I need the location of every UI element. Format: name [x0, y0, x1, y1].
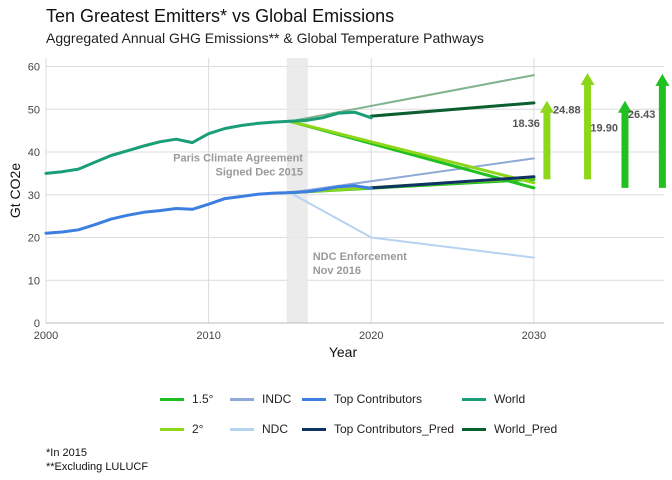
footnote-2015: *In 2015 [46, 447, 87, 459]
legend-swatch [302, 397, 326, 401]
annotation-1-line-1: Nov 2016 [313, 265, 361, 277]
legend-item-top_pred: Top Contributors_Pred [302, 422, 462, 436]
y-tick-label: 20 [28, 233, 40, 245]
legend-label: NDC [262, 422, 288, 436]
x-tick-label: 2030 [522, 330, 546, 342]
line-world [44, 110, 373, 175]
legend-item-world_pred: World_Pred [462, 422, 582, 436]
line-top_pred [369, 175, 536, 190]
footnote-lulucf: **Excluding LULUCF [46, 461, 149, 473]
y-tick-label: 60 [28, 62, 40, 74]
gap-arrow-label: 18.36 [512, 118, 540, 130]
annotation-0-line-0: Paris Climate Agreement [173, 152, 303, 164]
legend-swatch [462, 397, 486, 401]
legend-item-ndc: NDC [230, 422, 302, 436]
gap-arrow-head [539, 100, 554, 113]
legend-item-p2: 2° [160, 422, 230, 436]
legend-label: Top Contributors [334, 392, 423, 406]
line-ndc [288, 191, 535, 259]
legend-swatch [302, 427, 326, 431]
annotation-0-line-1: Signed Dec 2015 [216, 166, 303, 178]
legend-label: 2° [192, 422, 204, 436]
legend-item-indc: INDC [230, 392, 302, 406]
y-tick-label: 10 [28, 275, 40, 287]
line-world_upper-extra [288, 74, 535, 123]
x-axis-title: Year [329, 344, 358, 360]
y-axis-title: Gt CO2e [7, 163, 23, 218]
x-tick-label: 2000 [34, 330, 58, 342]
legend-swatch [230, 427, 254, 431]
x-tick-label: 2020 [359, 330, 383, 342]
legend-swatch [160, 397, 184, 401]
legend-swatch [160, 427, 184, 431]
line-p2 [288, 119, 536, 185]
line-top [44, 184, 373, 235]
x-tick-label: 2010 [196, 330, 220, 342]
y-tick-label: 40 [28, 147, 40, 159]
legend-label: World_Pred [494, 422, 558, 436]
y-tick-label: 30 [28, 190, 40, 202]
gap-arrow-label: 26.43 [628, 109, 656, 121]
gap-arrow-label: 24.88 [553, 104, 581, 116]
chart-legend: 1.5° INDC Top Contributors World 2° NDC Top Co… [160, 384, 640, 444]
gap-arrow-label: 19.90 [590, 123, 618, 135]
legend-row: 1.5° INDC Top Contributors World [160, 384, 640, 414]
legend-swatch [230, 397, 254, 401]
legend-label: INDC [262, 392, 292, 406]
y-tick-label: 0 [34, 318, 40, 330]
gap-arrow-head [580, 72, 595, 85]
legend-label: 1.5° [192, 392, 214, 406]
legend-item-world: World [462, 392, 582, 406]
legend-label: World [494, 392, 526, 406]
annotation-1-line-0: NDC Enforcement [313, 251, 407, 263]
legend-swatch [462, 427, 486, 431]
legend-row: 2° NDC Top Contributors_Pred World_Pred [160, 414, 640, 444]
legend-item-p15: 1.5° [160, 392, 230, 406]
gap-arrow-head [655, 73, 670, 86]
y-tick-label: 50 [28, 104, 40, 116]
line-world_pred [369, 101, 536, 118]
gap-arrow-head [617, 100, 632, 113]
legend-item-top: Top Contributors [302, 392, 462, 406]
legend-label: Top Contributors_Pred [334, 422, 455, 436]
chart-subtitle: Aggregated Annual GHG Emissions** & Glob… [46, 30, 484, 46]
chart-title: Ten Greatest Emitters* vs Global Emissio… [46, 6, 395, 26]
